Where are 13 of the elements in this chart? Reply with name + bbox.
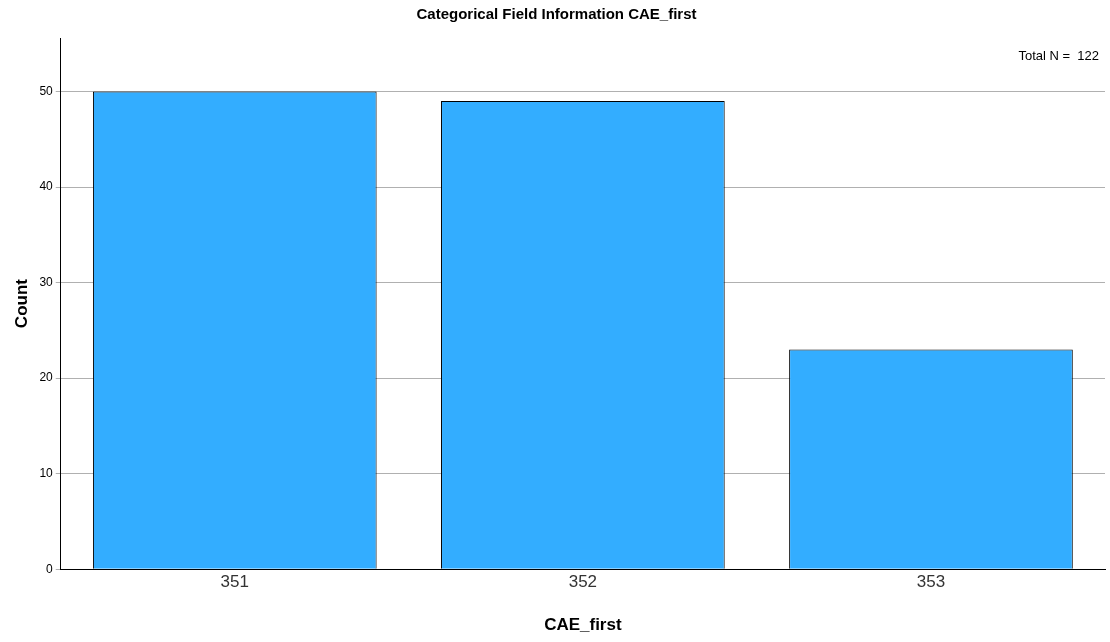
x-tick-label: 351 [220,572,249,592]
chart-title: Categorical Field Information CAE_first [416,5,697,23]
y-axis-title: Count [11,278,31,329]
x-tick-label: 353 [916,572,946,592]
y-tick-label: 30 [39,274,54,289]
y-tick-label: 20 [39,370,54,385]
x-tick-label: 352 [568,572,598,592]
y-tick-label: 0 [46,561,54,576]
y-tick-label: 10 [39,465,54,480]
annotation: Total N = 122 [1018,48,1099,64]
y-tick-label: 50 [39,83,54,98]
y-tick-label: 40 [39,179,54,194]
x-axis-title: CAE_first [544,615,622,635]
